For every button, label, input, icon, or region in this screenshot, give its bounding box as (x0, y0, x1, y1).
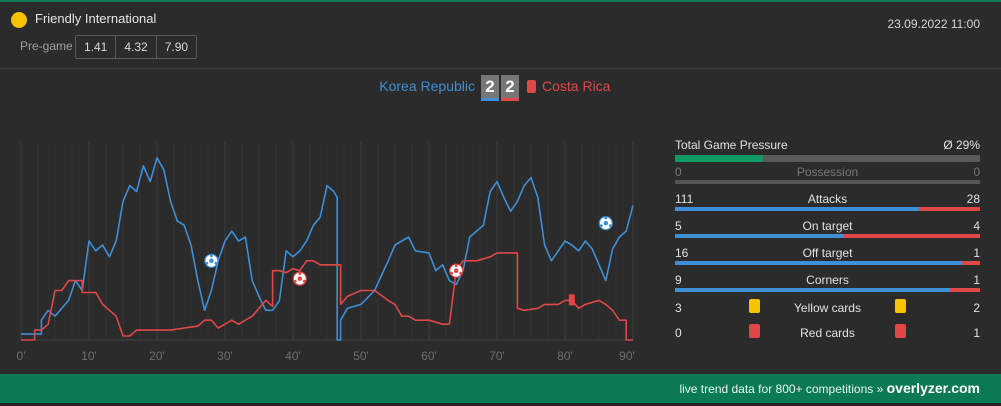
total-game-pressure: Total Game Pressure Ø 29% (675, 136, 980, 163)
yellow-card-icon (749, 299, 760, 313)
odd-home[interactable]: 1.41 (84, 40, 108, 54)
stat-bar-home (675, 207, 919, 211)
stat-label: Attacks (807, 192, 848, 206)
home-score: 2 (481, 75, 499, 101)
red-card-event-icon[interactable] (568, 294, 575, 306)
stat-row-corners: 9 Corners 1 (675, 271, 980, 298)
card-home-count: 0 (675, 326, 682, 340)
stat-away-value: 1 (973, 246, 980, 260)
stat-row-off_target: 16 Off target 1 (675, 244, 980, 271)
goal-soccer-ball-icon[interactable] (204, 253, 219, 268)
x-tick-label: 70' (489, 349, 505, 363)
card-label: Yellow cards (794, 301, 861, 315)
stat-label: Off target (802, 246, 853, 260)
odd-draw[interactable]: 4.32 (115, 36, 155, 58)
x-tick-label: 0' (17, 349, 26, 363)
red-card-icon (749, 324, 760, 338)
x-tick-label: 20' (149, 349, 165, 363)
stat-home-value: 16 (675, 246, 689, 260)
bottom-divider (0, 403, 1001, 406)
stat-bar-away (962, 261, 980, 265)
red-card-icon (895, 324, 906, 338)
footer-text: live trend data for 800+ competitions » … (679, 380, 980, 396)
stat-bar (675, 261, 980, 265)
stat-bar-home (675, 261, 963, 265)
pressure-value: Ø 29% (943, 138, 980, 152)
stat-label: Corners (806, 273, 849, 287)
x-tick-label: 50' (353, 349, 369, 363)
footer-banner[interactable]: live trend data for 800+ competitions » … (0, 374, 1001, 403)
x-tick-label: 30' (217, 349, 233, 363)
stat-row-on_target: 5 On target 4 (675, 217, 980, 244)
home-pressure-line (21, 157, 634, 341)
match-datetime: 23.09.2022 11:00 (887, 17, 980, 31)
stat-label: On target (802, 219, 853, 233)
pressure-trend-chart: 0' 10' 20' 30' 40' 50' 60' 70' 80' 90' (17, 142, 635, 363)
goal-soccer-ball-icon[interactable] (598, 216, 613, 231)
stat-bar-away (844, 234, 980, 238)
competition-name[interactable]: Friendly International (35, 11, 157, 26)
card-home-count: 3 (675, 301, 682, 315)
home-team-name[interactable]: Korea Republic (379, 78, 475, 94)
pressure-bar (675, 155, 980, 162)
stat-bar-away (918, 207, 980, 211)
stat-bar-away (949, 288, 980, 292)
yellow-card-icon (895, 299, 906, 313)
pressure-label: Total Game Pressure (675, 138, 788, 152)
goal-soccer-ball-icon[interactable] (449, 263, 464, 278)
stat-bar (675, 180, 980, 184)
stat-row-attacks: 111 Attacks 28 (675, 190, 980, 217)
away-score: 2 (501, 75, 519, 101)
stat-home-value: 0 (675, 165, 682, 179)
stat-home-value: 111 (675, 192, 694, 206)
top-accent-bar (0, 0, 1001, 2)
odd-away[interactable]: 7.90 (155, 36, 196, 58)
goal-soccer-ball-icon[interactable] (292, 271, 307, 286)
stat-home-value: 5 (675, 219, 682, 233)
card-row-yellow: 3 Yellow cards 2 (675, 298, 980, 323)
brand-logo[interactable]: overlyzer.com (886, 380, 980, 396)
footer-tagline: live trend data for 800+ competitions » (679, 382, 884, 396)
x-tick-label: 80' (557, 349, 573, 363)
x-tick-label: 10' (81, 349, 97, 363)
card-away-count: 2 (973, 301, 980, 315)
stat-bar (675, 288, 980, 292)
x-tick-label: 60' (421, 349, 437, 363)
stat-bar-home (675, 288, 950, 292)
red-card-icon (527, 80, 536, 93)
away-pressure-line (21, 252, 633, 341)
x-tick-label: 40' (285, 349, 301, 363)
card-label: Red cards (800, 326, 855, 340)
stat-home-value: 9 (675, 273, 682, 287)
stat-away-value: 0 (973, 165, 980, 179)
stat-label: Possession (796, 165, 859, 179)
stat-away-value: 28 (966, 192, 980, 206)
stat-row-possession: 0 Possession 0 (675, 163, 980, 190)
stat-bar (675, 207, 980, 211)
card-row-red: 0 Red cards 1 (675, 323, 980, 348)
yellow-circle-icon (11, 12, 27, 28)
pressure-bar-fill (675, 155, 764, 162)
stat-bar-home (675, 234, 845, 238)
stat-away-value: 1 (973, 273, 980, 287)
card-away-count: 1 (973, 326, 980, 340)
pregame-odds: 1.41 4.32 7.90 (75, 35, 198, 59)
stats-panel: Total Game Pressure Ø 29% 0 Possession 0 11… (675, 136, 980, 348)
match-header: Friendly International 23.09.2022 11:00 … (0, 2, 1001, 69)
x-tick-label: 90' (619, 349, 635, 363)
stat-away-value: 4 (973, 219, 980, 233)
pregame-label: Pre-game (20, 39, 73, 53)
away-team-name[interactable]: Costa Rica (542, 78, 611, 94)
stat-bar (675, 234, 980, 238)
